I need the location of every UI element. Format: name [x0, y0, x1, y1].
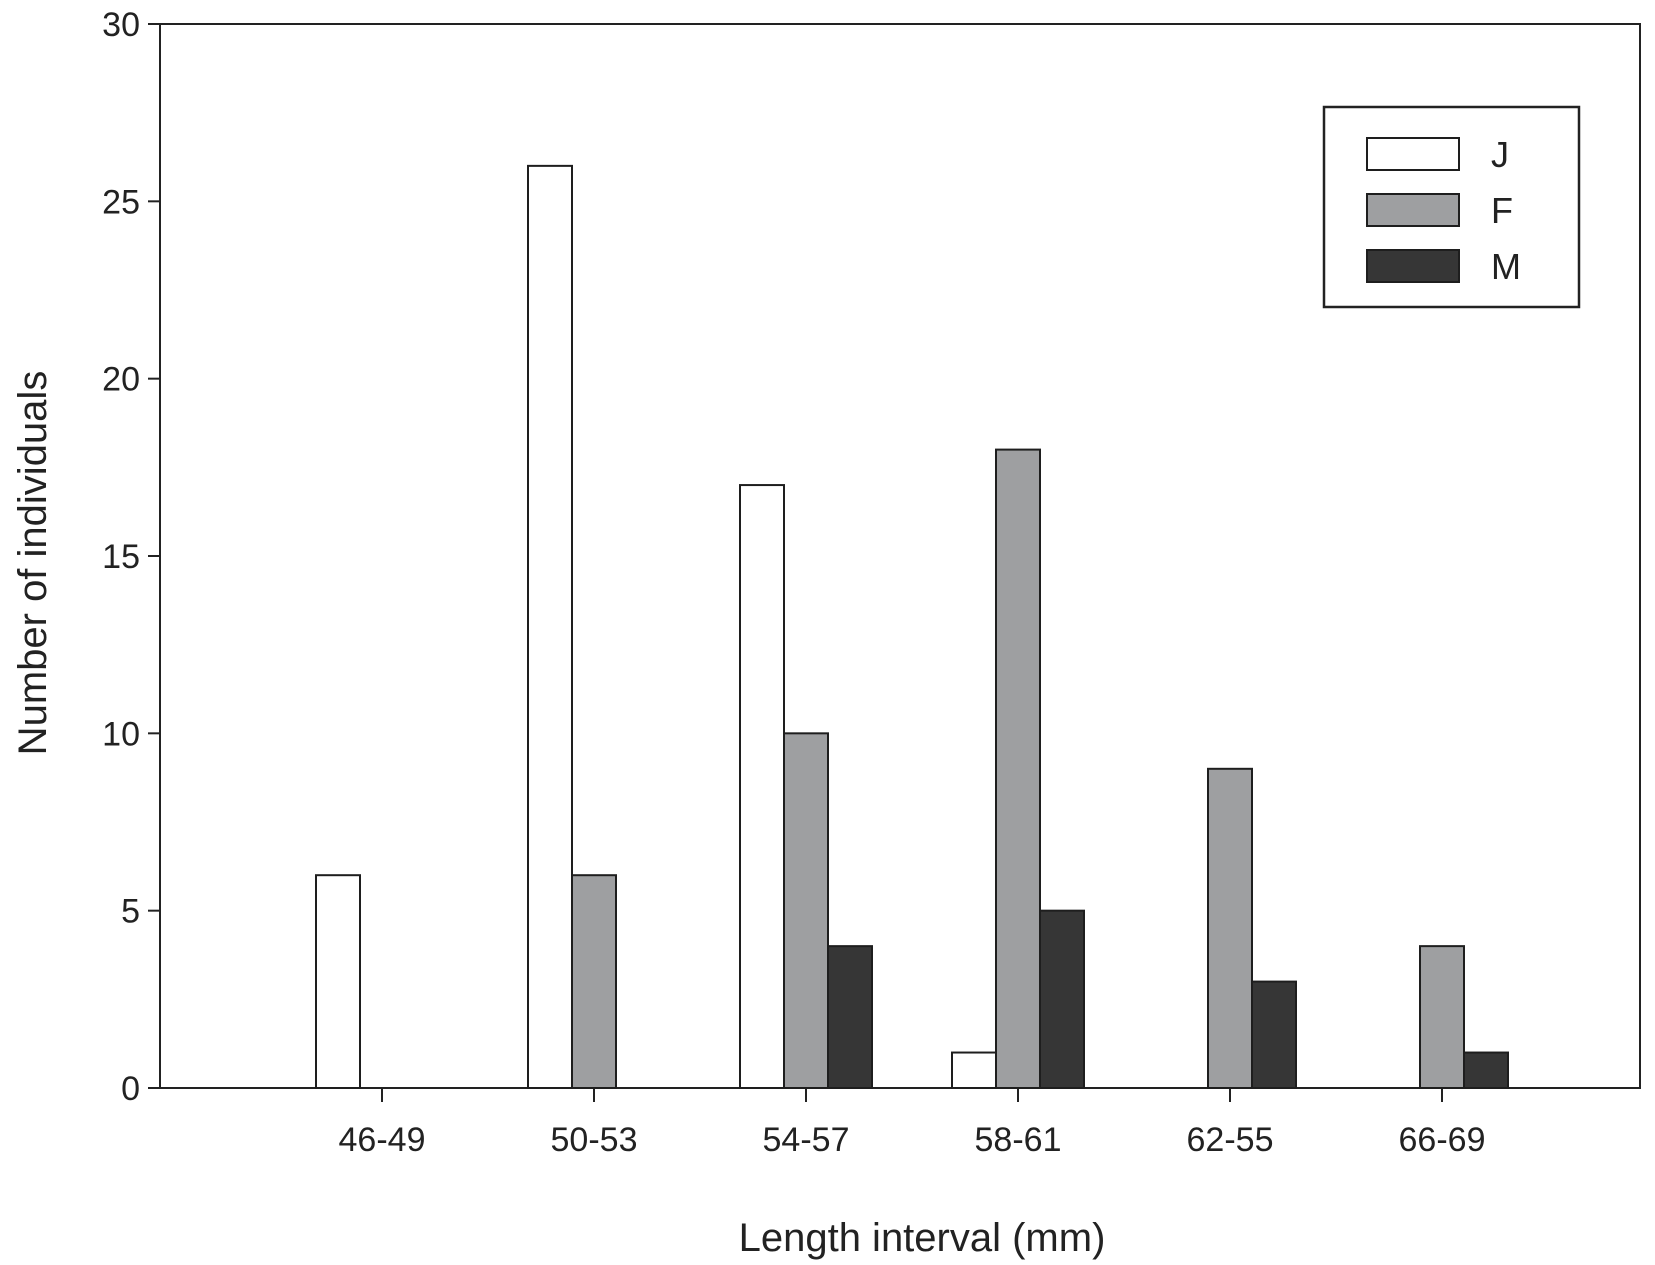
y-tick-label: 0	[121, 1070, 140, 1108]
x-tick-label: 58-61	[975, 1121, 1062, 1159]
bar-m-66-69	[1463, 1051, 1509, 1089]
bar-f-54-57	[783, 732, 829, 1089]
bar-f-58-61	[995, 448, 1041, 1090]
legend-swatch-f	[1366, 193, 1460, 227]
x-axis-title: Length interval (mm)	[739, 1216, 1106, 1260]
bar-m-54-57	[827, 945, 873, 1090]
legend: JFM	[1322, 105, 1581, 309]
bar-j-46-49	[315, 874, 361, 1090]
y-tick-label: 30	[102, 6, 140, 44]
bar-m-62-55	[1251, 980, 1297, 1089]
x-tick-label: 46-49	[339, 1121, 426, 1159]
y-tick-label: 10	[102, 715, 140, 753]
legend-label-f: F	[1491, 190, 1513, 231]
y-tick-label: 15	[102, 538, 140, 576]
bar-j-50-53	[527, 164, 573, 1090]
y-tick-label: 20	[102, 361, 140, 399]
x-axis-ticks: 46-49 50-53 54-57 58-61 62-55 66-69	[339, 1088, 1486, 1159]
bar-f-50-53	[571, 874, 617, 1090]
y-axis-title: Number of individuals	[11, 371, 55, 756]
x-tick-label: 62-55	[1187, 1121, 1274, 1159]
legend-swatch-j	[1366, 137, 1460, 171]
x-tick-label: 54-57	[763, 1121, 850, 1159]
bar-j-58-61	[951, 1051, 997, 1089]
bars-group	[315, 164, 1509, 1090]
legend-items: JFM	[1366, 134, 1521, 287]
legend-label-j: J	[1491, 134, 1509, 175]
bar-m-58-61	[1039, 909, 1085, 1090]
y-axis-ticks: 0 5 10 15 20 25 30	[102, 6, 160, 1108]
y-tick-label: 5	[121, 893, 140, 931]
x-tick-label: 50-53	[551, 1121, 638, 1159]
bar-f-62-55	[1207, 767, 1253, 1089]
bar-j-54-57	[739, 484, 785, 1090]
y-tick-label: 25	[102, 183, 140, 221]
legend-swatch-m	[1366, 249, 1460, 283]
x-tick-label: 66-69	[1399, 1121, 1486, 1159]
bar-f-66-69	[1419, 945, 1465, 1090]
legend-label-m: M	[1491, 246, 1521, 287]
